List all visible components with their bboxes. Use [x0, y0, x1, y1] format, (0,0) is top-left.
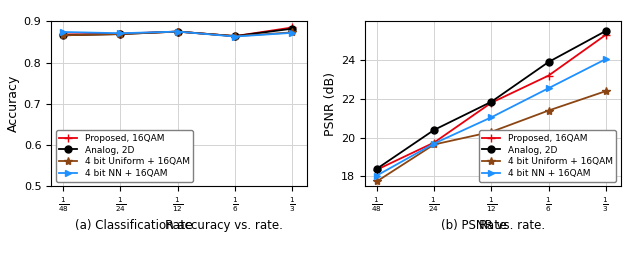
Y-axis label: PSNR (dB): PSNR (dB)	[324, 72, 337, 136]
Text: (b) PSNR vs. rate.: (b) PSNR vs. rate.	[441, 219, 545, 232]
Legend: Proposed, 16QAM, Analog, 2D, 4 bit Uniform + 16QAM, 4 bit NN + 16QAM: Proposed, 16QAM, Analog, 2D, 4 bit Unifo…	[56, 130, 193, 182]
Legend: Proposed, 16QAM, Analog, 2D, 4 bit Uniform + 16QAM, 4 bit NN + 16QAM: Proposed, 16QAM, Analog, 2D, 4 bit Unifo…	[479, 130, 616, 182]
X-axis label: Rate: Rate	[164, 219, 194, 231]
Text: (a) Classification accuracy vs. rate.: (a) Classification accuracy vs. rate.	[76, 219, 283, 232]
Y-axis label: Accuracy: Accuracy	[6, 75, 20, 132]
X-axis label: Rate: Rate	[478, 219, 508, 231]
